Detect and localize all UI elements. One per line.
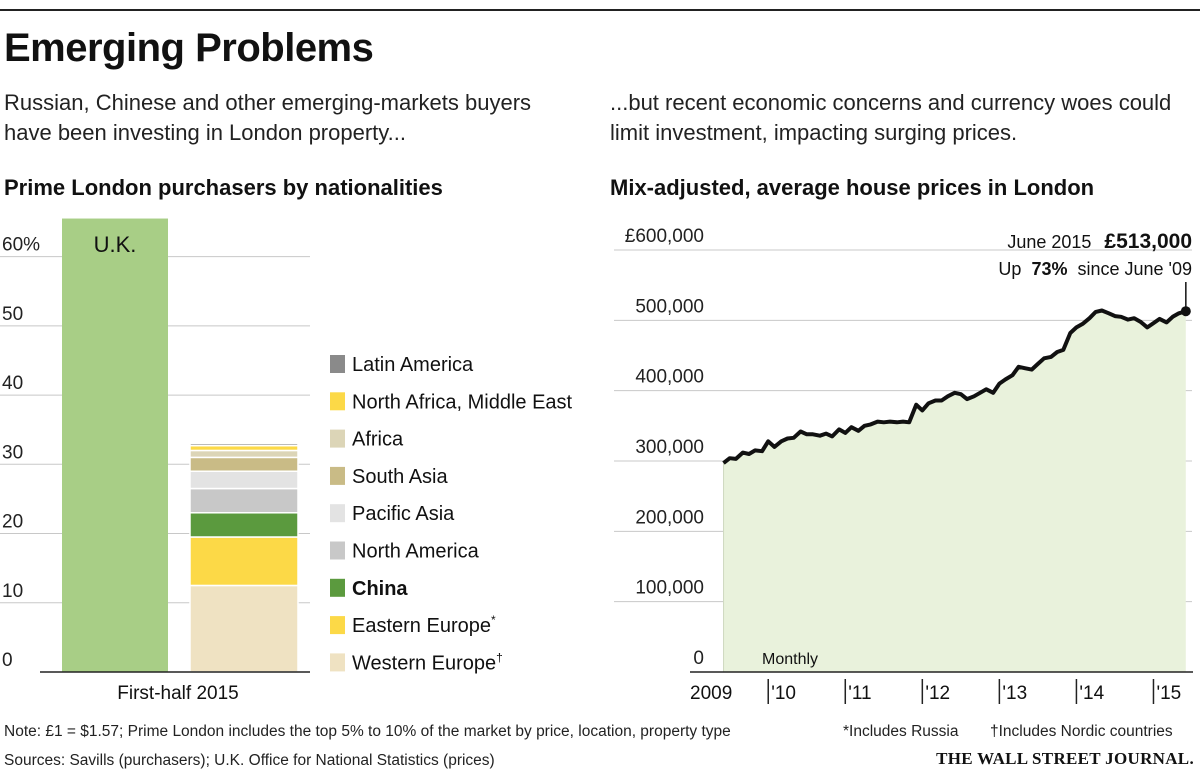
annotation-date: June 2015	[1007, 232, 1091, 252]
bar-marks	[62, 218, 299, 673]
price-y-tick-label: 400,000	[635, 367, 704, 388]
legend-swatch-north-africa-middle-east	[330, 392, 345, 411]
price-x-tick-label: '15	[1156, 683, 1181, 704]
bar-x-label: First-half 2015	[117, 683, 238, 704]
wsj-logo: THE WALL STREET JOURNAL.	[936, 749, 1194, 768]
price-x-tick-label: 2009	[690, 683, 732, 704]
price-y-tick-label: 100,000	[635, 578, 704, 599]
subtitle-left: Russian, Chinese and other emerging-mark…	[4, 90, 532, 145]
stack-segment-latin-america	[189, 442, 299, 447]
uk-bar-label: U.K.	[94, 232, 137, 257]
legend-label-south-asia: South Asia	[352, 466, 449, 488]
price-y-tick-label: 300,000	[635, 437, 704, 458]
house-price-chart: £600,000 500,000 400,000 300,000 200,000 100,…	[614, 226, 1193, 704]
stack-segment-eastern-europe	[189, 536, 299, 587]
price-x-tick-label: '12	[925, 683, 950, 704]
annotation-value: £513,000	[1104, 230, 1192, 253]
annotation-line-1: June 2015 £513,000	[1007, 230, 1192, 253]
annotation-line-2: Up 73% since June '09	[998, 259, 1192, 279]
footnote-russia: *Includes Russia	[843, 723, 959, 740]
price-y-tick-label: 200,000	[635, 507, 704, 528]
stack-segment-pacific-asia	[189, 470, 299, 490]
bar-y-tick-label: 60%	[2, 235, 40, 256]
legend-swatch-pacific-asia	[330, 504, 345, 523]
bar-y-tick-label: 10	[2, 581, 23, 602]
stack-segment-africa	[189, 449, 299, 459]
legend-label-china: China	[352, 578, 408, 600]
bar-y-tick-label: 30	[2, 442, 23, 463]
bar-chart-title: Prime London purchasers by nationalities	[4, 175, 443, 200]
subtitle-right: ...but recent economic concerns and curr…	[610, 90, 1172, 145]
legend-footnote-mark: †	[496, 650, 503, 664]
legend-swatch-south-asia	[330, 466, 345, 485]
legend-label-pacific-asia: Pacific Asia	[352, 503, 455, 525]
price-y-tick-label: £600,000	[625, 226, 704, 247]
footer-note: Note: £1 = $1.57; Prime London includes …	[4, 723, 731, 740]
page-title: Emerging Problems	[4, 26, 374, 70]
top-rule	[0, 9, 1200, 11]
price-x-tick-label: '14	[1079, 683, 1104, 704]
price-x-tick-label: '13	[1002, 683, 1027, 704]
price-area	[723, 310, 1186, 672]
footnote-nordic: †Includes Nordic countries	[990, 723, 1173, 740]
legend-swatch-china	[330, 578, 345, 597]
stack-segment-western-europe	[189, 584, 299, 673]
legend-label-north-africa-middle-east: North Africa, Middle East	[352, 391, 573, 413]
legend-swatch-north-america	[330, 541, 345, 560]
bar-legend: Latin America North Africa, Middle East Af…	[330, 354, 573, 674]
monthly-label: Monthly	[762, 651, 818, 668]
legend-label-africa: Africa	[352, 429, 404, 451]
uk-bar	[62, 218, 168, 673]
bar-y-axis: 60% 50 40 30 20 10 0	[2, 235, 40, 671]
bar-y-tick-label: 50	[2, 304, 23, 325]
legend-swatch-eastern-europe	[330, 616, 345, 635]
price-x-tick-label: '10	[771, 683, 796, 704]
footer-sources: Sources: Savills (purchasers); U.K. Offi…	[4, 752, 495, 769]
bar-y-tick-label: 20	[2, 512, 23, 533]
price-y-tick-label: 500,000	[635, 296, 704, 317]
annotation-change-value: 73%	[1031, 259, 1067, 279]
legend-footnote-mark: *	[491, 613, 496, 627]
legend-swatch-western-europe	[330, 653, 345, 672]
annotation-change-suffix: since June '09	[1077, 259, 1192, 279]
legend-label-north-america: North America	[352, 541, 480, 563]
legend-label-eastern-europe: Eastern Europe*	[352, 613, 496, 637]
bar-y-tick-label: 40	[2, 373, 23, 394]
price-y-axis: £600,000 500,000 400,000 300,000 200,000 100,…	[625, 226, 704, 669]
bar-y-tick-label: 0	[2, 650, 13, 671]
price-y-tick-label: 0	[693, 648, 704, 669]
stack-segment-north-america	[189, 487, 299, 514]
legend-swatch-latin-america	[330, 355, 345, 373]
nationalities-bar-chart: 60% 50 40 30 20 10 0 Latin America North Africa…	[0, 218, 573, 704]
line-chart-title: Mix-adjusted, average house prices in Lo…	[610, 175, 1095, 200]
legend-label-latin-america: Latin America	[352, 354, 474, 376]
price-x-ticks: 2009 '10 '11 '12 '13 '14 '15	[690, 679, 1181, 704]
stack-segment-south-asia	[189, 456, 299, 472]
price-x-tick-label: '11	[848, 683, 871, 704]
price-line	[722, 308, 1187, 465]
legend-label-western-europe: Western Europe†	[352, 650, 503, 674]
annotation-change-prefix: Up	[998, 259, 1021, 279]
legend-swatch-africa	[330, 429, 345, 448]
latest-price-point	[1180, 306, 1191, 317]
stack-segment-china	[189, 512, 299, 538]
